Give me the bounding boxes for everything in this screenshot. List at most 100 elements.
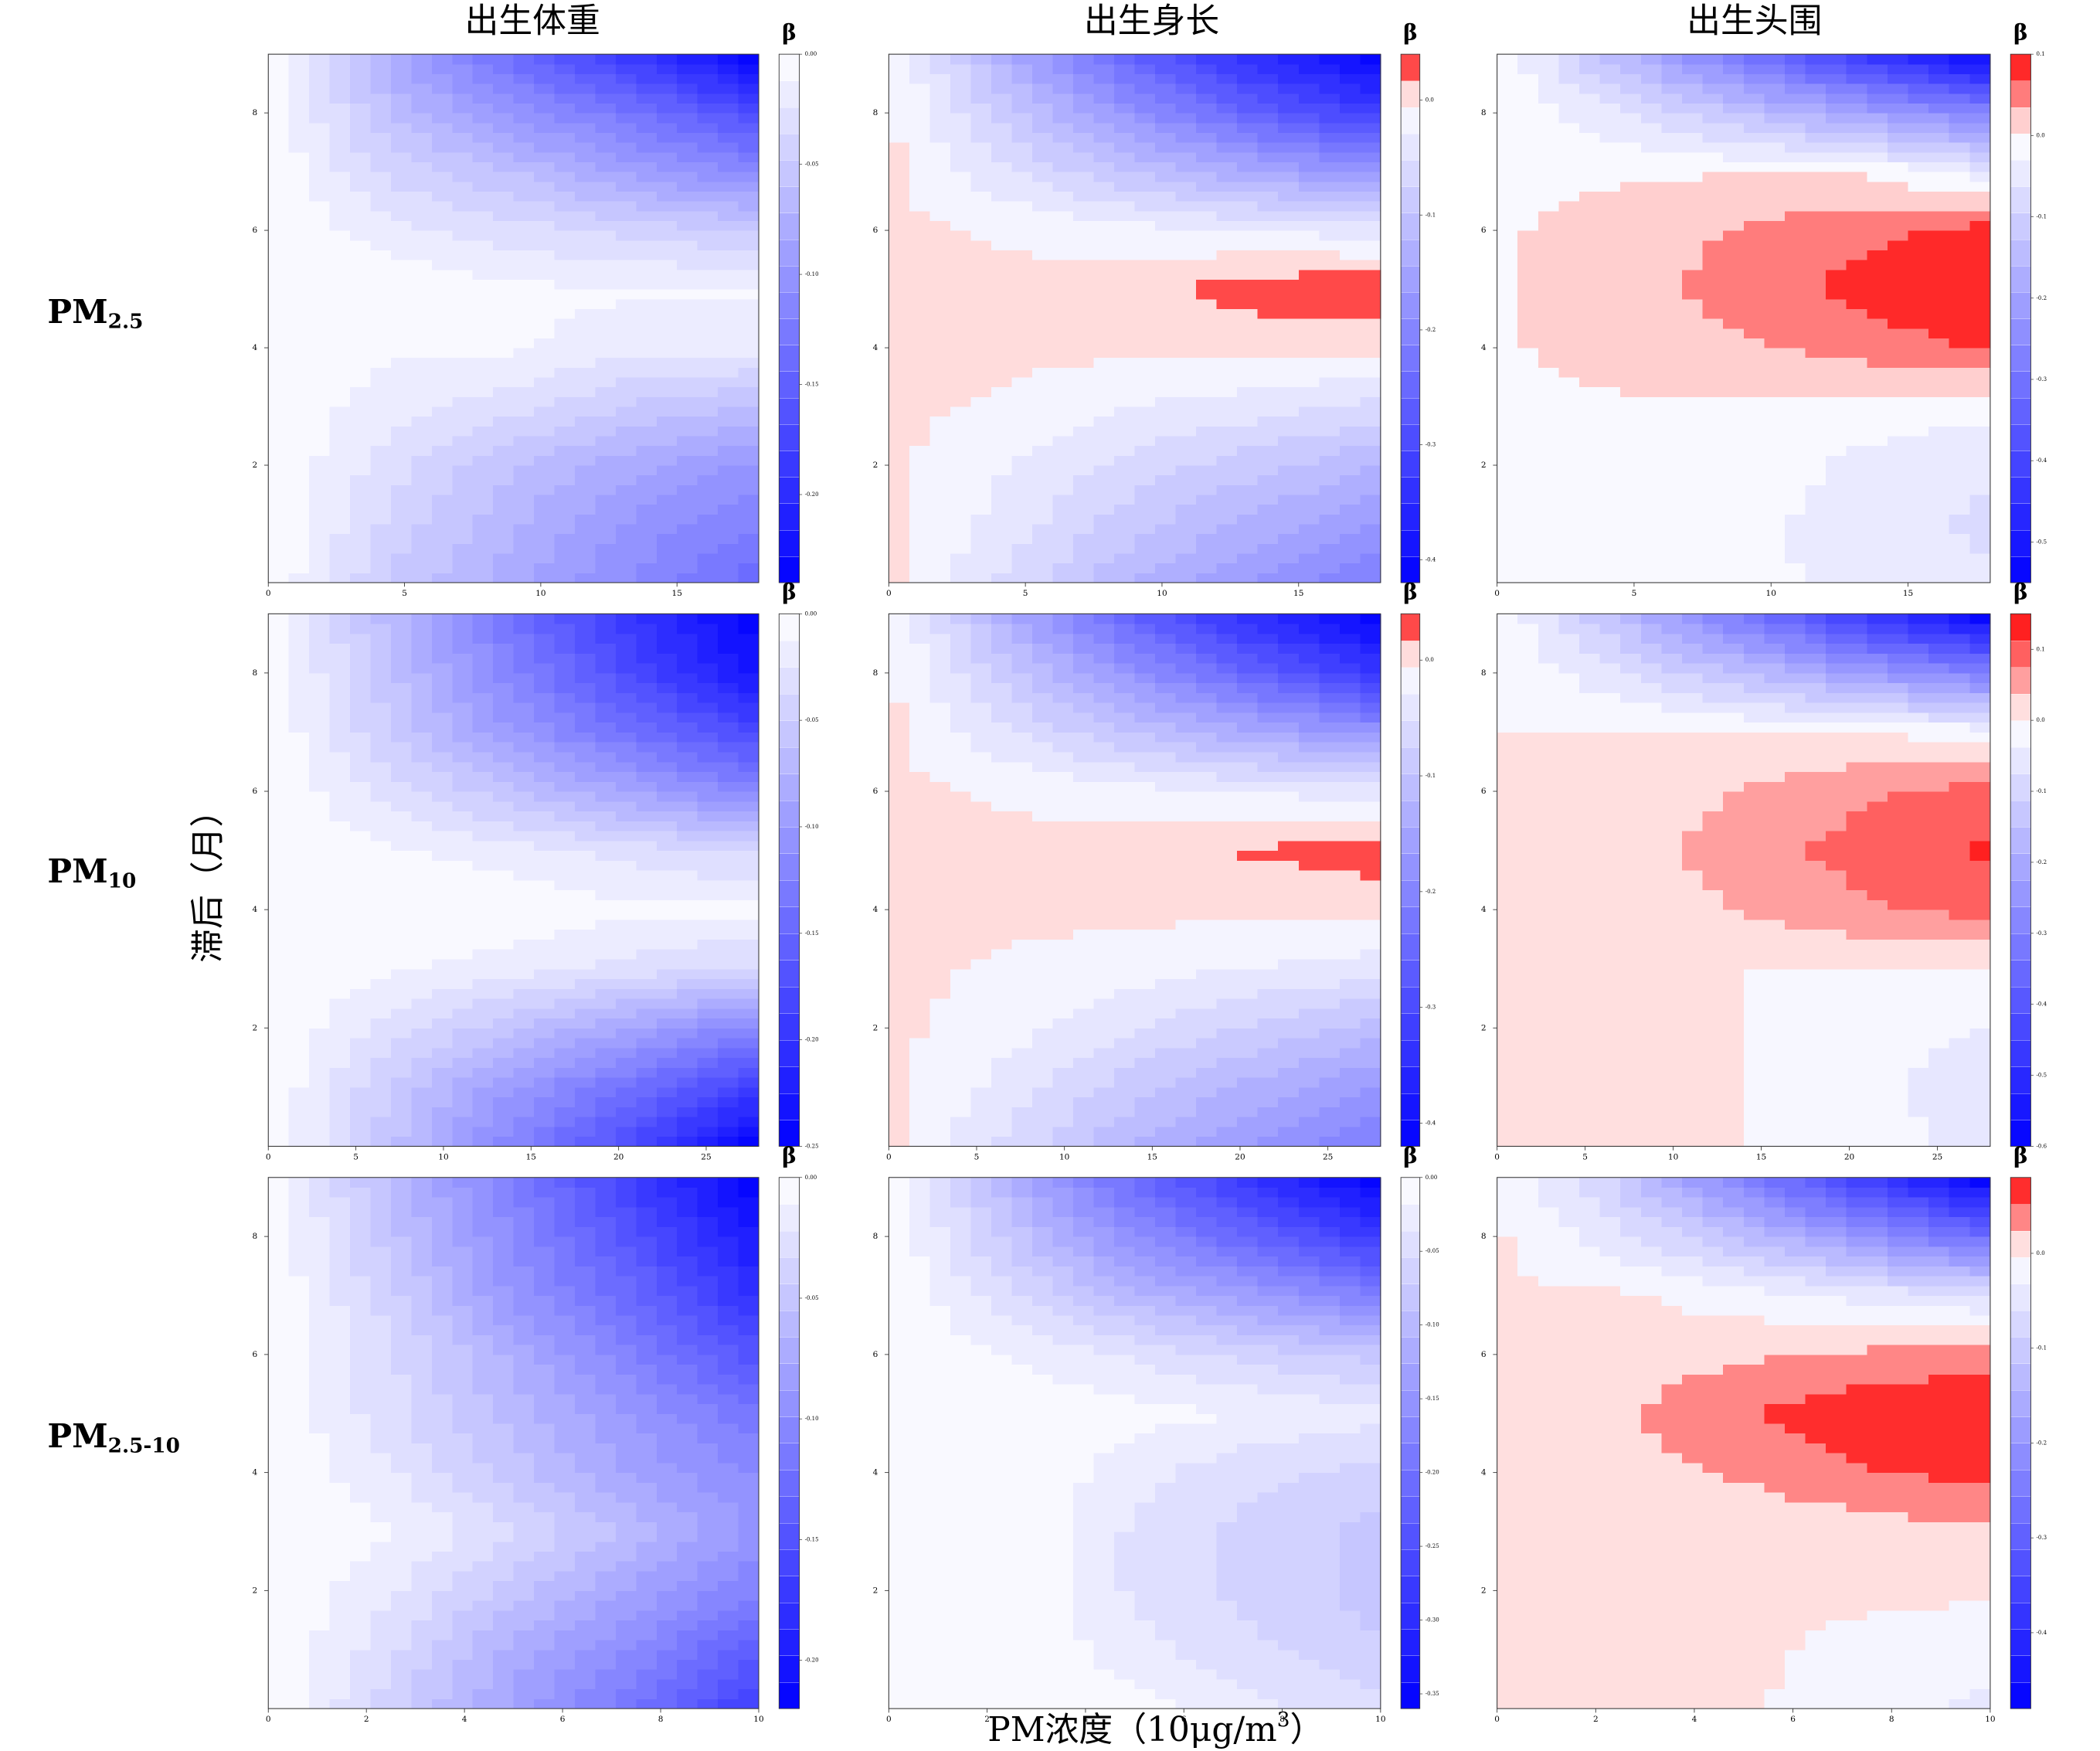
contour-cell [1257,495,1279,505]
contour-cell [268,514,290,525]
colorbar-band [2010,423,2031,451]
contour-cell [309,533,331,544]
contour-cell [1784,308,1806,319]
contour-cell [1196,63,1218,74]
contour-cell [1257,474,1279,485]
contour-cell [411,348,433,359]
contour-cell [472,1057,494,1068]
contour-cell [718,142,739,153]
contour-cell [1599,162,1621,172]
contour-cell [1196,162,1218,172]
contour-cell [1155,416,1177,427]
contour-cell [268,377,290,388]
contour-cell [534,563,556,573]
contour-cell [1661,201,1683,212]
contour-cell [738,543,759,554]
contour-cell [991,151,1012,162]
contour-cell [1846,298,1867,309]
contour-cell [991,201,1012,212]
contour-cell [534,879,556,891]
contour-cell [1175,357,1197,368]
contour-cell [1743,132,1765,143]
contour-cell [574,1047,596,1059]
contour-cell [1052,328,1074,338]
contour-cell [909,73,930,84]
contour-cell [350,751,372,763]
contour-cell [1969,436,1991,447]
contour-cell [636,406,658,417]
contour-cell [431,543,453,554]
contour-cell [1702,103,1724,114]
contour-cell [1517,83,1539,94]
contour-cell [909,524,930,535]
contour-cell [1011,504,1033,515]
contour-cell [1339,122,1361,133]
contour-cell [1196,426,1218,437]
contour-cell [929,328,951,338]
contour-cell [1579,132,1601,143]
contour-cell [1928,455,1950,466]
contour-cell [350,771,372,782]
contour-cell [909,83,930,94]
contour-cell [1723,142,1745,153]
contour-cell [1661,386,1683,397]
contour-cell [697,54,719,65]
contour-cell [1073,172,1095,182]
colorbar-tick-label: -0.1 [1425,211,1436,218]
contour-cell [1216,426,1238,437]
contour-cell [1237,455,1259,466]
contour-cell [534,250,556,260]
contour-cell [1764,191,1786,202]
contour-cell [513,172,535,182]
contour-cell [309,781,331,792]
colorbar-band [2010,529,2031,557]
contour-cell [411,113,433,124]
contour-cell [636,998,658,1009]
contour-cell [1175,132,1197,143]
contour-cell [950,250,971,260]
contour-cell [1360,298,1381,309]
contour-cell [1538,484,1559,495]
contour-cell [309,426,331,437]
contour-cell [329,113,351,124]
contour-cell [1846,465,1867,476]
row-label-main: PM [47,1416,107,1455]
contour-cell [656,831,678,842]
contour-cell [615,533,637,544]
contour-cell [554,416,576,427]
contour-cell [1764,406,1786,417]
contour-cell [1175,210,1197,221]
contour-cell [1196,514,1218,525]
contour-cell [909,220,930,231]
contour-cell [1216,181,1238,192]
contour-cell [350,821,372,831]
contour-cell [1661,210,1683,221]
contour-cell [370,751,392,763]
contour-cell [350,396,372,407]
contour-cell [1928,250,1950,260]
contour-cell [1784,230,1806,241]
contour-cell [1114,357,1136,368]
contour-cell [636,151,658,162]
contour-cell [656,377,678,388]
contour-cell [1052,573,1074,583]
contour-cell [656,484,678,495]
contour-cell [991,260,1012,270]
contour-cell [1073,367,1095,378]
contour-cell [534,860,556,871]
contour-cell [1764,445,1786,456]
contour-cell [411,250,433,260]
contour-cell [615,63,637,74]
contour-cell [1599,357,1621,368]
contour-cell [1360,367,1381,378]
contour-cell [329,93,351,104]
contour-cell [697,201,719,212]
contour-cell [677,357,698,368]
contour-cell [1497,73,1518,84]
contour-cell [268,988,290,999]
contour-cell [288,811,310,821]
contour-cell [1599,367,1621,378]
contour-cell [1969,83,1991,94]
contour-cell [1784,172,1806,182]
contour-cell [268,742,290,753]
